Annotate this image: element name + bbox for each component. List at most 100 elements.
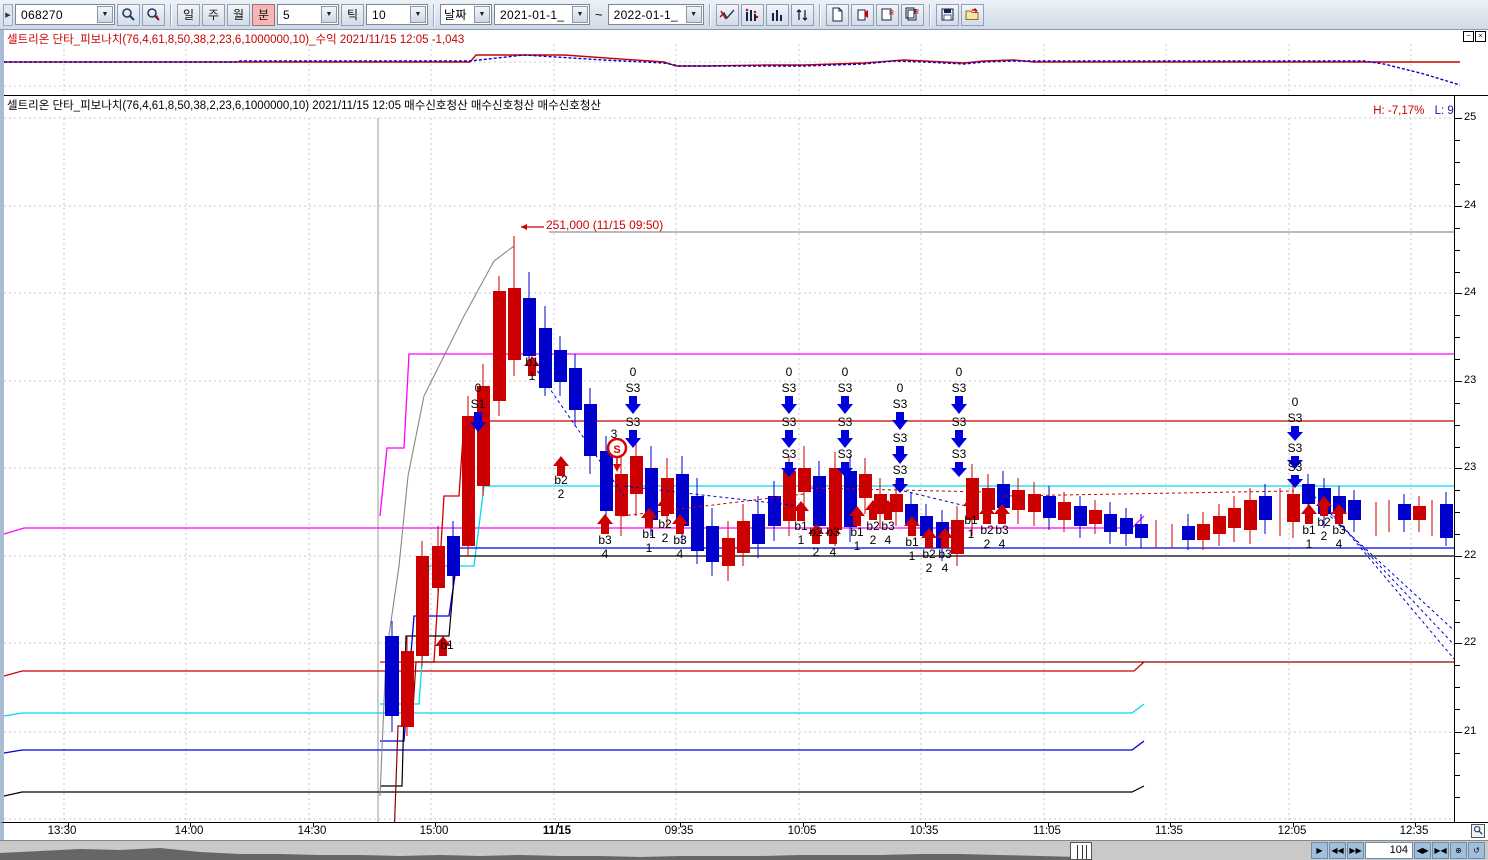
step-back-button[interactable]: ◀◀	[1329, 842, 1346, 859]
svg-text:S3: S3	[1288, 411, 1303, 425]
time-label-daybreak: 11/15	[542, 825, 572, 837]
svg-text:b2: b2	[866, 519, 880, 533]
svg-text:b1: b1	[1302, 523, 1316, 537]
time-label: 14:30	[297, 825, 327, 837]
svg-text:S3: S3	[838, 447, 853, 461]
svg-text:0: 0	[630, 365, 637, 379]
svg-text:b1: b1	[440, 638, 454, 652]
play-button[interactable]: ▶	[1311, 842, 1328, 859]
save-icon[interactable]	[935, 3, 959, 26]
minute-interval-select[interactable]: 5 ▼	[277, 4, 339, 25]
profit-plot-area[interactable]	[4, 30, 1488, 95]
toolbar-divider	[928, 3, 931, 26]
time-axis[interactable]: 13:30 14:00 14:30 15:00 11/15 09:35 10:0…	[0, 822, 1488, 840]
tick-interval-value: 10	[372, 7, 386, 22]
visible-bars-count[interactable]: 104	[1365, 842, 1413, 859]
price-tick-label: 21	[1455, 725, 1476, 737]
chevron-down-icon[interactable]: ▼	[474, 6, 490, 23]
search-icon[interactable]	[117, 3, 140, 26]
doc-r2-icon[interactable]: R	[900, 3, 924, 26]
toolbar-divider	[170, 3, 172, 26]
svg-text:S3: S3	[782, 447, 797, 461]
trend-line-tool-icon[interactable]	[715, 3, 739, 26]
svg-text:0: 0	[842, 365, 849, 379]
period-week-label: 주	[207, 8, 220, 22]
svg-text:S3: S3	[626, 415, 641, 429]
svg-text:S3: S3	[952, 447, 967, 461]
date-to-value: 2022-01-1_	[613, 7, 678, 22]
date-to-input[interactable]: 2022-01-1_ ▼	[607, 4, 704, 25]
svg-text:b3: b3	[826, 525, 840, 539]
svg-text:3: 3	[611, 427, 618, 441]
svg-text:b3: b3	[938, 547, 952, 561]
crosshair-button[interactable]: ⊕	[1450, 842, 1467, 859]
tick-interval-select[interactable]: 10 ▼	[366, 4, 428, 25]
tick-button[interactable]: 틱	[341, 3, 364, 26]
record-doc-icon[interactable]	[850, 3, 874, 26]
svg-text:1: 1	[529, 369, 536, 383]
svg-text:4: 4	[999, 537, 1006, 551]
price-tick-label: 22	[1455, 636, 1476, 648]
svg-text:S3: S3	[893, 397, 908, 411]
time-label: 11:35	[1155, 825, 1183, 837]
svg-text:S3: S3	[626, 381, 641, 395]
chevron-down-icon[interactable]: ▼	[321, 6, 337, 23]
price-panel-title: 셀트리온 단타_피보나치(76,4,61,8,50,38,2,23,6,1000…	[7, 97, 601, 113]
navigation-buttons: ▶ ◀◀ ▶▶ 104 ◀▶ ▶◀ ⊕ ↺	[1311, 842, 1488, 859]
period-day-label: 일	[182, 8, 195, 22]
volume-bars-icon[interactable]	[765, 3, 789, 26]
indicator-bars-icon[interactable]	[740, 3, 764, 26]
svg-text:S3: S3	[782, 415, 797, 429]
time-label: 15:00	[419, 825, 449, 837]
chevron-down-icon[interactable]: ▼	[410, 6, 426, 23]
close-icon[interactable]: ×	[1475, 31, 1486, 42]
horizontal-scrollbar-thumb[interactable]	[1070, 841, 1092, 860]
period-month-button[interactable]: 월	[227, 3, 250, 26]
chart-frame: 셀트리온 단타_피보나치(76,4,61,8,50,38,2,23,6,1000…	[0, 30, 1488, 840]
open-folder-icon[interactable]	[960, 3, 984, 26]
chevron-down-icon[interactable]: ▼	[572, 6, 588, 23]
volume-overview-strip[interactable]	[0, 840, 1311, 860]
bottom-navigation-bar[interactable]: ▶ ◀◀ ▶▶ 104 ◀▶ ▶◀ ⊕ ↺	[0, 840, 1488, 860]
search-red-icon[interactable]	[142, 3, 165, 26]
svg-text:0: 0	[956, 365, 963, 379]
period-minute-button[interactable]: 분	[252, 3, 275, 26]
svg-text:4: 4	[885, 533, 892, 547]
profit-title-text: 셀트리온 단타_피보나치(76,4,61,8,50,38,2,23,6,1000…	[7, 34, 465, 46]
chevron-down-icon[interactable]: ▼	[685, 6, 702, 23]
time-label: 12:35	[1399, 825, 1429, 837]
sell-circle-marker: 3 S	[606, 427, 628, 472]
toolbar-grip[interactable]: ▶	[3, 3, 13, 26]
svg-text:R: R	[889, 10, 894, 17]
period-week-button[interactable]: 주	[202, 3, 225, 26]
svg-text:b1: b1	[850, 525, 864, 539]
price-axis[interactable]: 25 24 24 23 23 22 22 21	[1454, 96, 1488, 840]
date-from-input[interactable]: 2021-01-1_ ▼	[494, 4, 590, 25]
minimize-icon[interactable]: −	[1463, 31, 1474, 42]
svg-text:b2: b2	[658, 517, 672, 531]
step-forward-button[interactable]: ▶▶	[1347, 842, 1364, 859]
svg-text:b3: b3	[881, 519, 895, 533]
peak-price-annotation: 251,000 (11/15 09:50)	[546, 218, 664, 232]
zoom-all-button[interactable]: ▶◀	[1432, 842, 1449, 859]
period-day-button[interactable]: 일	[177, 3, 200, 26]
price-plot-area[interactable]: 0 S 1 0 S3 S3 0 S3 S3	[4, 96, 1488, 840]
svg-text:b2: b2	[809, 525, 823, 539]
svg-text:S3: S3	[838, 415, 853, 429]
main-toolbar: ▶ 068270 ▼ 일 주 월 분 5 ▼ 틱 10 ▼ 날짜 ▼	[0, 0, 1488, 30]
profit-subchart-panel[interactable]: 셀트리온 단타_피보나치(76,4,61,8,50,38,2,23,6,1000…	[4, 30, 1488, 96]
zoom-fit-button[interactable]: ◀▶	[1414, 842, 1431, 859]
axis-zoom-icon[interactable]	[1471, 824, 1485, 838]
svg-text:S3: S3	[782, 381, 797, 395]
svg-text:4: 4	[942, 561, 949, 575]
price-chart-panel[interactable]: 0 S 1 0 S3 S3 0 S3 S3	[4, 96, 1488, 840]
sort-updown-icon[interactable]	[790, 3, 814, 26]
svg-text:1: 1	[909, 549, 916, 563]
date-type-select[interactable]: 날짜 ▼	[440, 4, 492, 25]
doc-r1-icon[interactable]: R	[875, 3, 899, 26]
chevron-down-icon[interactable]: ▼	[97, 6, 113, 23]
new-doc-icon[interactable]	[825, 3, 849, 26]
svg-text:S: S	[613, 444, 620, 456]
refresh-button[interactable]: ↺	[1468, 842, 1485, 859]
symbol-input[interactable]: 068270 ▼	[15, 4, 115, 25]
